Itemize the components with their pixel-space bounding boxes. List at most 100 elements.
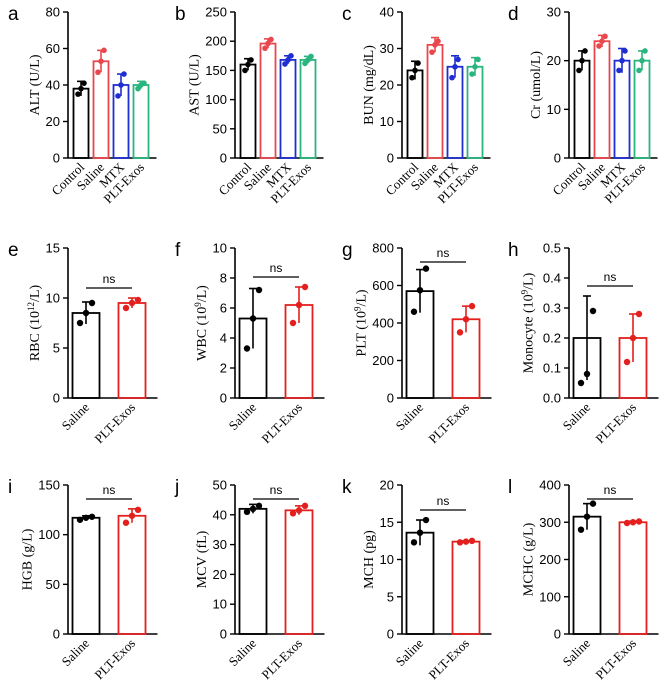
data-point — [301, 283, 309, 291]
data-point — [469, 71, 475, 77]
y-axis-label: BUN (mg/dL) — [362, 45, 377, 125]
data-point — [128, 512, 136, 519]
y-axis-label-main: MCHC (g/L) — [522, 522, 537, 596]
y-tick-label: 0.3 — [543, 301, 561, 316]
ns-label: ns — [437, 494, 450, 508]
data-point — [636, 67, 642, 74]
x-tick-label: PLT-Exos — [425, 400, 472, 447]
panel-letter: k — [342, 477, 352, 498]
data-point — [88, 299, 96, 307]
bar-saline — [572, 515, 602, 635]
bar-plt-exos — [299, 58, 317, 159]
bar-saline — [238, 507, 268, 635]
panel-k: k 0 5 10 15 20 MCH (pg) Saline PLT-Exos ns — [342, 477, 492, 682]
x-tick-label: Saline — [560, 635, 594, 669]
y-axis-label-main: MCV (fL) — [195, 530, 210, 588]
data-point — [76, 516, 84, 523]
y-axis-label: MCH (pg) — [362, 530, 377, 589]
data-point — [582, 48, 588, 54]
bar-saline — [92, 60, 110, 159]
y-tick-label: 0 — [554, 151, 561, 166]
data-point — [98, 58, 104, 65]
data-point — [622, 48, 628, 54]
data-point — [602, 33, 608, 40]
y-tick-label: 100 — [38, 527, 60, 542]
bar-saline — [71, 516, 101, 635]
data-point — [243, 508, 251, 516]
y-tick-label: 20 — [380, 78, 394, 93]
panel-letter: e — [8, 240, 19, 261]
data-point — [134, 296, 142, 304]
y-axis-label: MCHC (g/L) — [522, 522, 537, 596]
data-point — [88, 513, 96, 520]
y-tick-label: 0 — [554, 627, 561, 642]
y-tick-label: 4 — [220, 331, 227, 346]
data-point — [415, 60, 421, 66]
panel-letter: b — [175, 4, 186, 25]
x-tick-label: PLT-Exos — [592, 400, 639, 447]
bar-plt-exos — [132, 84, 150, 159]
x-tick-label: Saline — [226, 399, 260, 433]
panel-i: i 0 50 100 150 HGB (g/L) Saline PLT-Exos ns — [8, 477, 158, 682]
panel-g: g 0 200 400 600 800 PLT (109/L) Saline PLT-Exos n… — [342, 240, 492, 446]
x-tick-label: PLT-Exos — [91, 400, 138, 447]
ns-label: ns — [604, 483, 617, 497]
data-point — [416, 286, 424, 294]
y-tick-label: 40 — [380, 5, 394, 20]
y-tick-label: 50 — [213, 121, 227, 136]
y-tick-label: 150 — [205, 63, 227, 78]
y-tick-label: 0 — [387, 391, 394, 406]
y-tick-label: 0 — [387, 151, 394, 166]
y-tick-label: 0 — [53, 627, 60, 642]
panel-letter: c — [342, 4, 352, 25]
data-point — [288, 53, 294, 59]
y-tick-label: 6 — [220, 301, 227, 316]
y-tick-label: 0.2 — [543, 331, 561, 346]
y-axis-label-sup: 12 — [26, 302, 36, 311]
panel-letter: l — [508, 477, 512, 498]
bar-control — [239, 63, 257, 159]
y-axis-label-main: RBC (10 — [28, 311, 43, 361]
data-point — [134, 506, 142, 514]
data-point — [243, 345, 251, 352]
data-point — [282, 61, 288, 67]
y-tick-label: 60 — [46, 41, 60, 56]
data-point — [416, 529, 424, 536]
y-tick-label: 0 — [220, 151, 227, 166]
y-tick-label: 20 — [46, 114, 60, 129]
data-point — [629, 519, 637, 526]
x-tick-label: Saline — [59, 399, 93, 433]
data-point — [589, 307, 597, 315]
y-tick-label: 300 — [539, 515, 561, 530]
data-point — [583, 513, 591, 520]
x-tick-label: Saline — [226, 635, 260, 669]
y-tick-label: 400 — [372, 316, 394, 331]
data-point — [629, 334, 637, 342]
data-point — [255, 286, 263, 294]
y-tick-label: 0 — [220, 627, 227, 642]
y-tick-label: 20 — [547, 53, 561, 68]
y-axis-label-main: ALT (U/L) — [28, 54, 43, 115]
data-point — [475, 56, 481, 63]
data-point — [242, 67, 248, 74]
y-axis-label-tail: /L) — [195, 285, 210, 302]
y-tick-label: 5 — [387, 589, 394, 604]
bar-plt-exos — [451, 540, 481, 635]
y-tick-label: 10 — [547, 102, 561, 117]
y-axis-label-main: MCH (pg) — [362, 530, 377, 589]
y-tick-label: 2 — [220, 361, 227, 376]
data-point — [95, 69, 101, 76]
data-point — [245, 61, 251, 68]
bar-plt-exos — [633, 59, 651, 159]
y-axis-label-main: PLT (10 — [355, 311, 370, 357]
y-tick-label: 40 — [213, 507, 227, 522]
ns-label: ns — [103, 272, 116, 286]
data-point — [616, 67, 622, 74]
y-tick-label: 50 — [46, 577, 60, 592]
data-point — [128, 299, 136, 307]
y-tick-label: 30 — [380, 41, 394, 56]
y-tick-label: 200 — [539, 552, 561, 567]
data-point — [289, 319, 297, 327]
y-axis-label-sup: 9 — [520, 289, 530, 294]
x-tick-label: PLT-Exos — [258, 636, 305, 683]
